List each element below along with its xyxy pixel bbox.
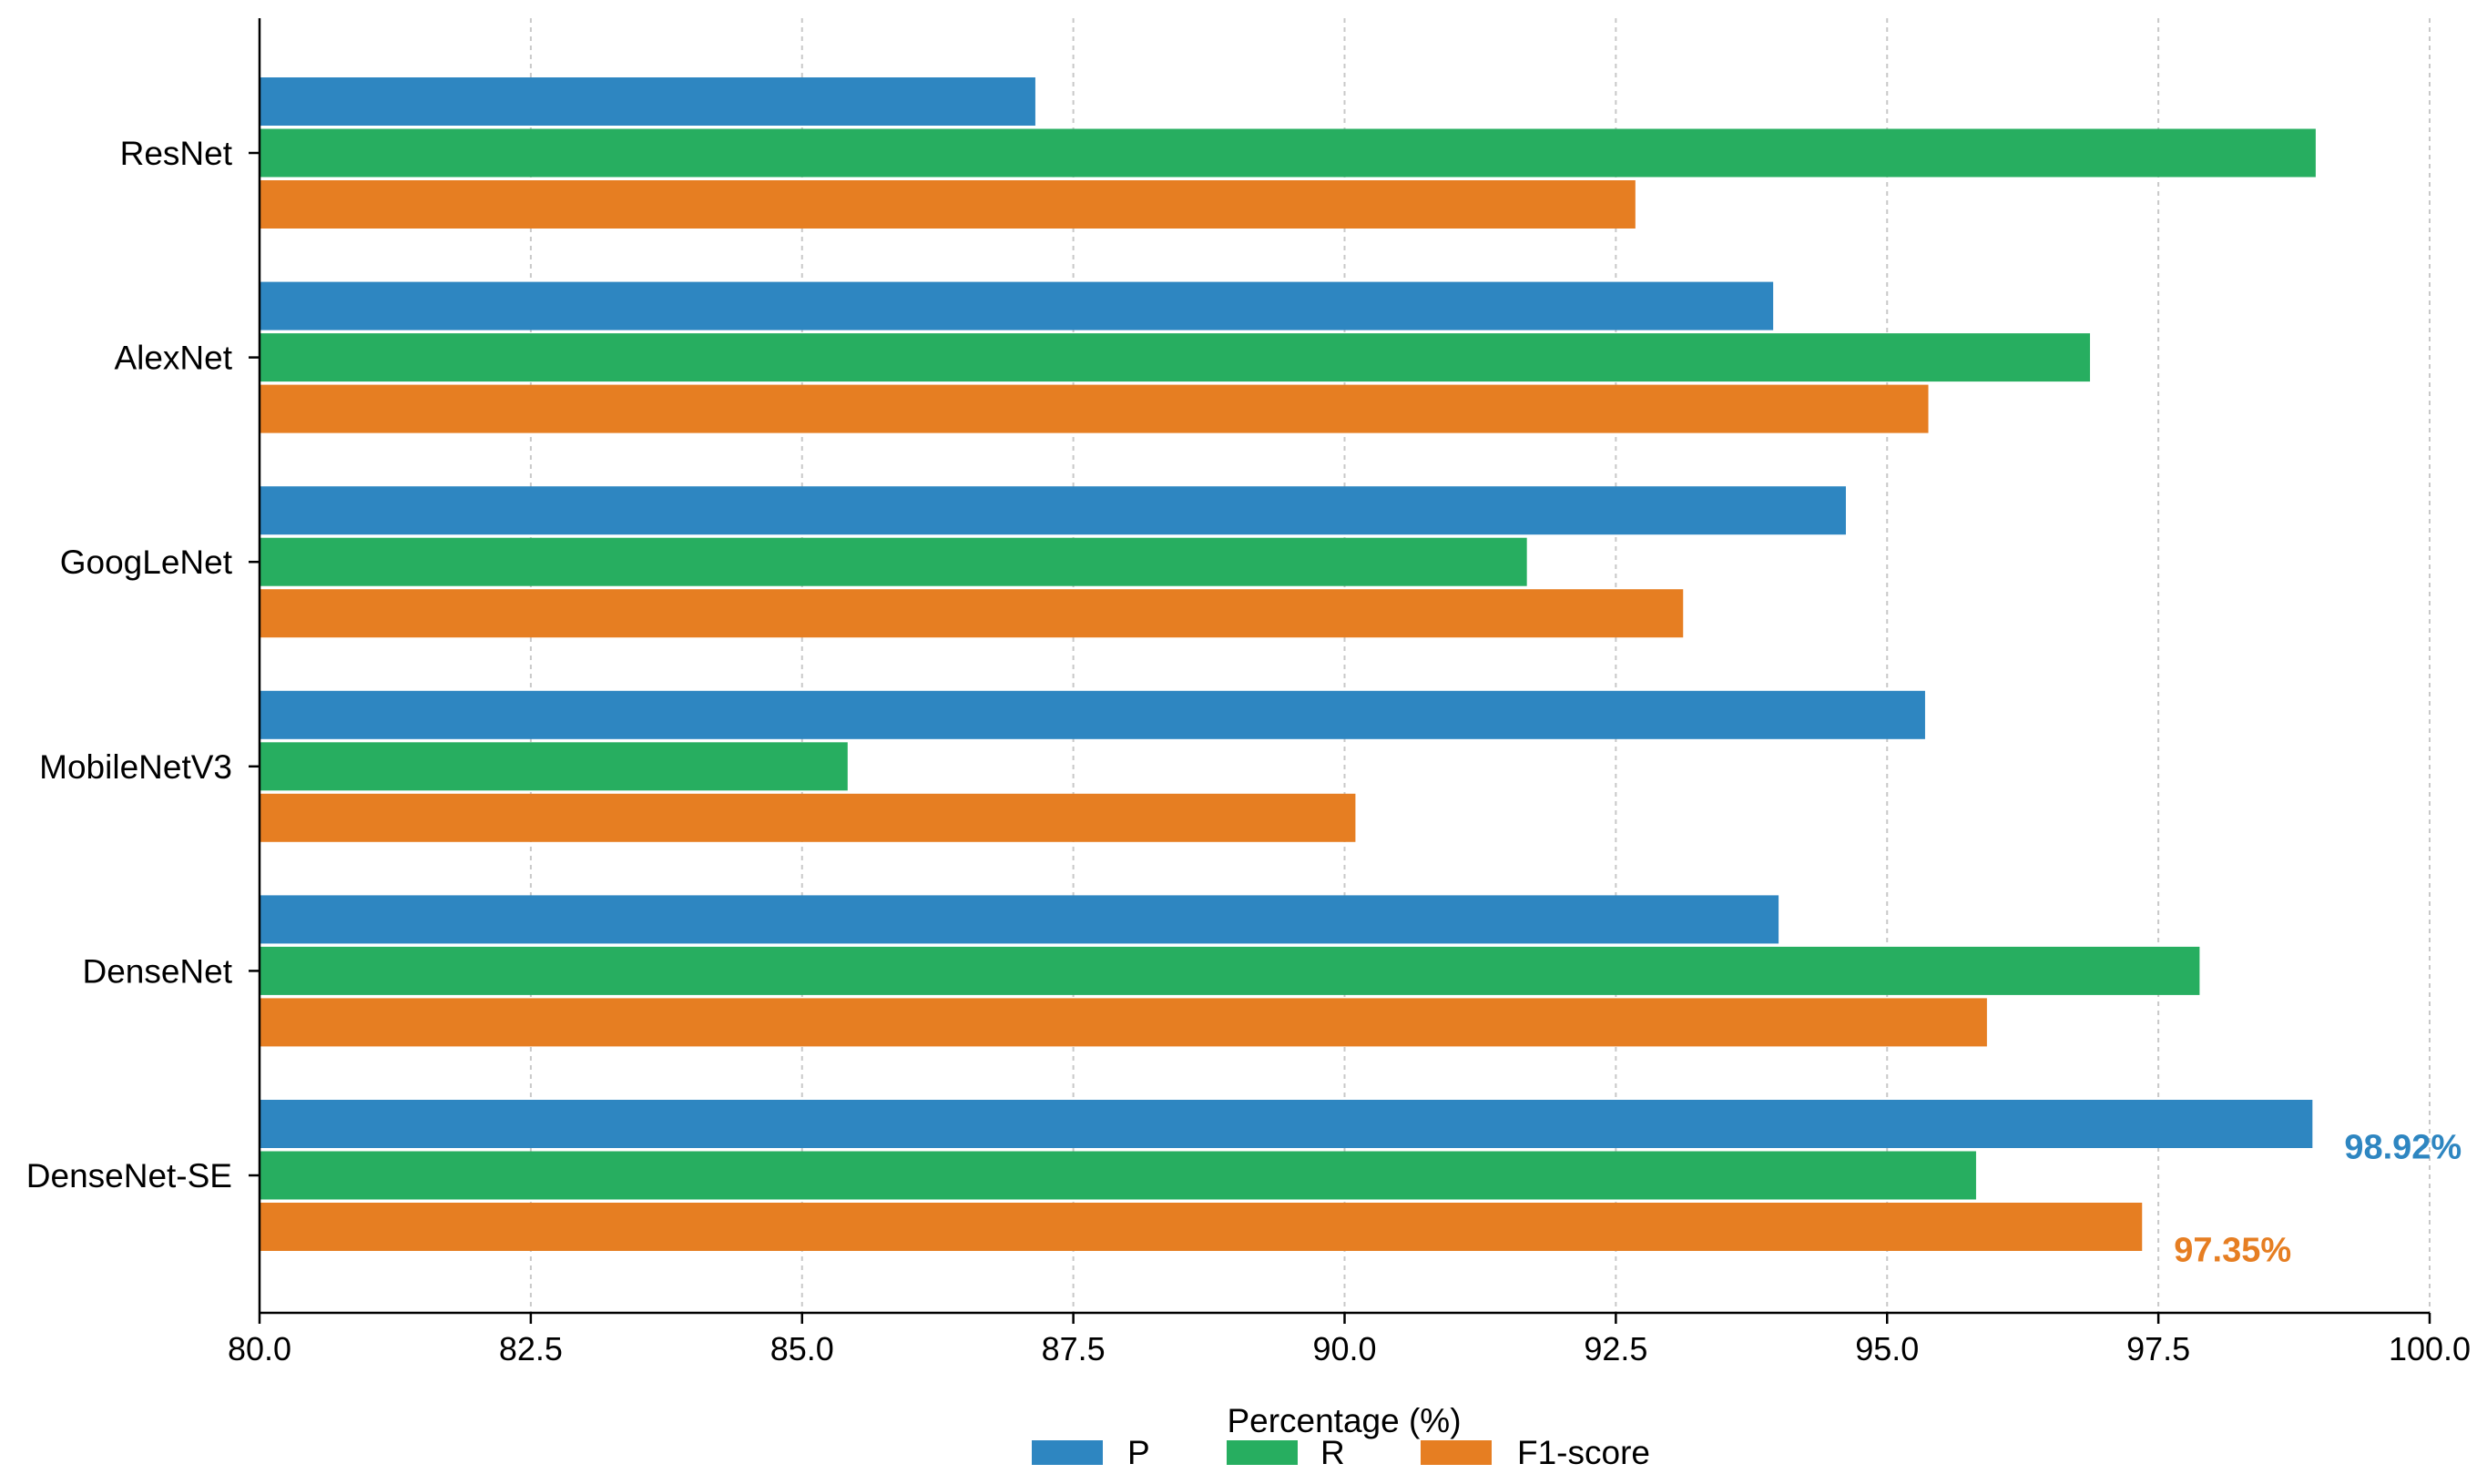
x-tick-label: 82.5 [499,1330,563,1367]
annotations: 98.92% 97.35% [2174,1129,2462,1270]
legend-label: P [1127,1434,1150,1471]
bar [260,77,1035,126]
category-label: DenseNet [82,952,232,990]
bar [260,333,2091,382]
bar [260,742,848,791]
bar [260,128,2316,178]
data-label: 97.35% [2174,1232,2291,1270]
category-labels: ResNet AlexNet GoogLeNet MobileNetV3 DenseNe… [26,135,260,1194]
legend-swatch [1421,1440,1492,1465]
bar [260,793,1356,842]
x-tick-label: 87.5 [1042,1330,1106,1367]
legend-swatch [1227,1440,1298,1465]
data-label: 98.92% [2344,1129,2462,1167]
bar [260,537,1527,586]
category-label: AlexNet [114,340,232,377]
bar [260,281,1774,330]
bar [260,946,2200,995]
grid-lines [529,18,2431,1313]
category-label: ResNet [120,135,233,172]
category-label: DenseNet-SE [26,1157,232,1194]
x-tick-label: 80.0 [228,1330,291,1367]
bar [260,1100,2313,1148]
category-label: GoogLeNet [60,544,233,581]
bar [260,998,1987,1047]
x-tick-label: 90.0 [1312,1330,1376,1367]
x-tick-label: 85.0 [770,1330,834,1367]
x-ticks: 80.0 82.5 85.0 87.5 90.0 92.5 95.0 97.5 100.0 [228,1313,2471,1367]
bars [260,77,2316,1251]
x-tick-label: 97.5 [2126,1330,2190,1367]
legend-label: F1-score [1517,1434,1650,1471]
bar [260,589,1684,638]
bar [260,1203,2143,1251]
bar [260,486,1846,535]
x-tick-label: 92.5 [1584,1330,1647,1367]
bar [260,895,1779,944]
x-tick-label: 95.0 [1855,1330,1919,1367]
x-axis-title: Percentage (%) [1227,1402,1461,1439]
legend-label: R [1320,1434,1345,1471]
bar [260,1151,1976,1200]
bar [260,384,1929,433]
category-label: MobileNetV3 [39,748,232,786]
legend: P R F1-score [1032,1434,1650,1471]
x-tick-label: 100.0 [2389,1330,2471,1367]
bar [260,690,1925,739]
bar [260,180,1636,229]
legend-swatch [1032,1440,1103,1465]
